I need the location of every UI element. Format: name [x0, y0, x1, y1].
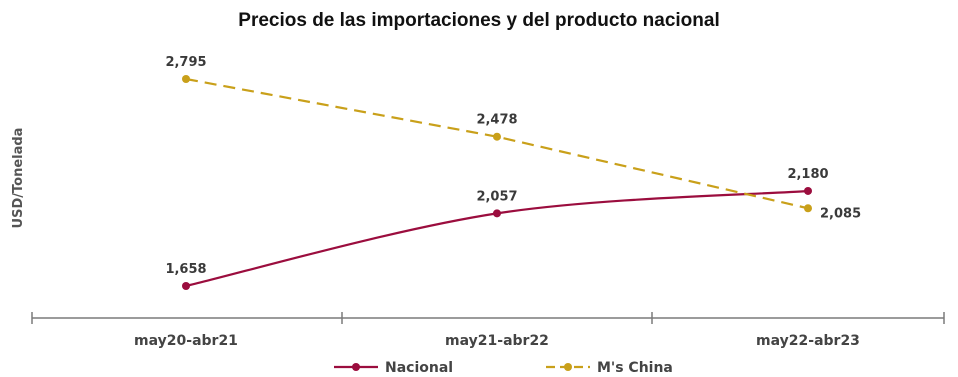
data-point: [493, 132, 501, 141]
data-label: 2,180: [787, 167, 828, 182]
data-label: 2,057: [476, 189, 517, 204]
data-label: 2,795: [165, 55, 206, 70]
data-point: [804, 204, 812, 213]
data-point: [182, 282, 190, 290]
data-label: 2,085: [820, 206, 861, 221]
legend-label: M's China: [597, 360, 673, 376]
legend: Nacional M's China: [334, 360, 673, 376]
data-label: 2,478: [476, 113, 517, 128]
legend-marker: [352, 363, 360, 371]
x-tick-label: may21-abr22: [445, 333, 549, 349]
legend-label: Nacional: [385, 360, 453, 376]
y-axis-label: USD/Tonelada: [11, 128, 26, 229]
x-tick-label: may22-abr23: [756, 333, 860, 349]
data-point: [804, 186, 812, 195]
series-line-0: [185, 189, 809, 288]
x-tick-label: may20-abr21: [134, 333, 238, 349]
data-point: [182, 75, 190, 83]
data-label: 1,658: [165, 262, 206, 277]
chart-title: Precios de las importaciones y del produ…: [238, 10, 719, 31]
series-line-1: [185, 77, 809, 210]
data-point: [493, 209, 501, 218]
legend-marker: [564, 363, 572, 371]
